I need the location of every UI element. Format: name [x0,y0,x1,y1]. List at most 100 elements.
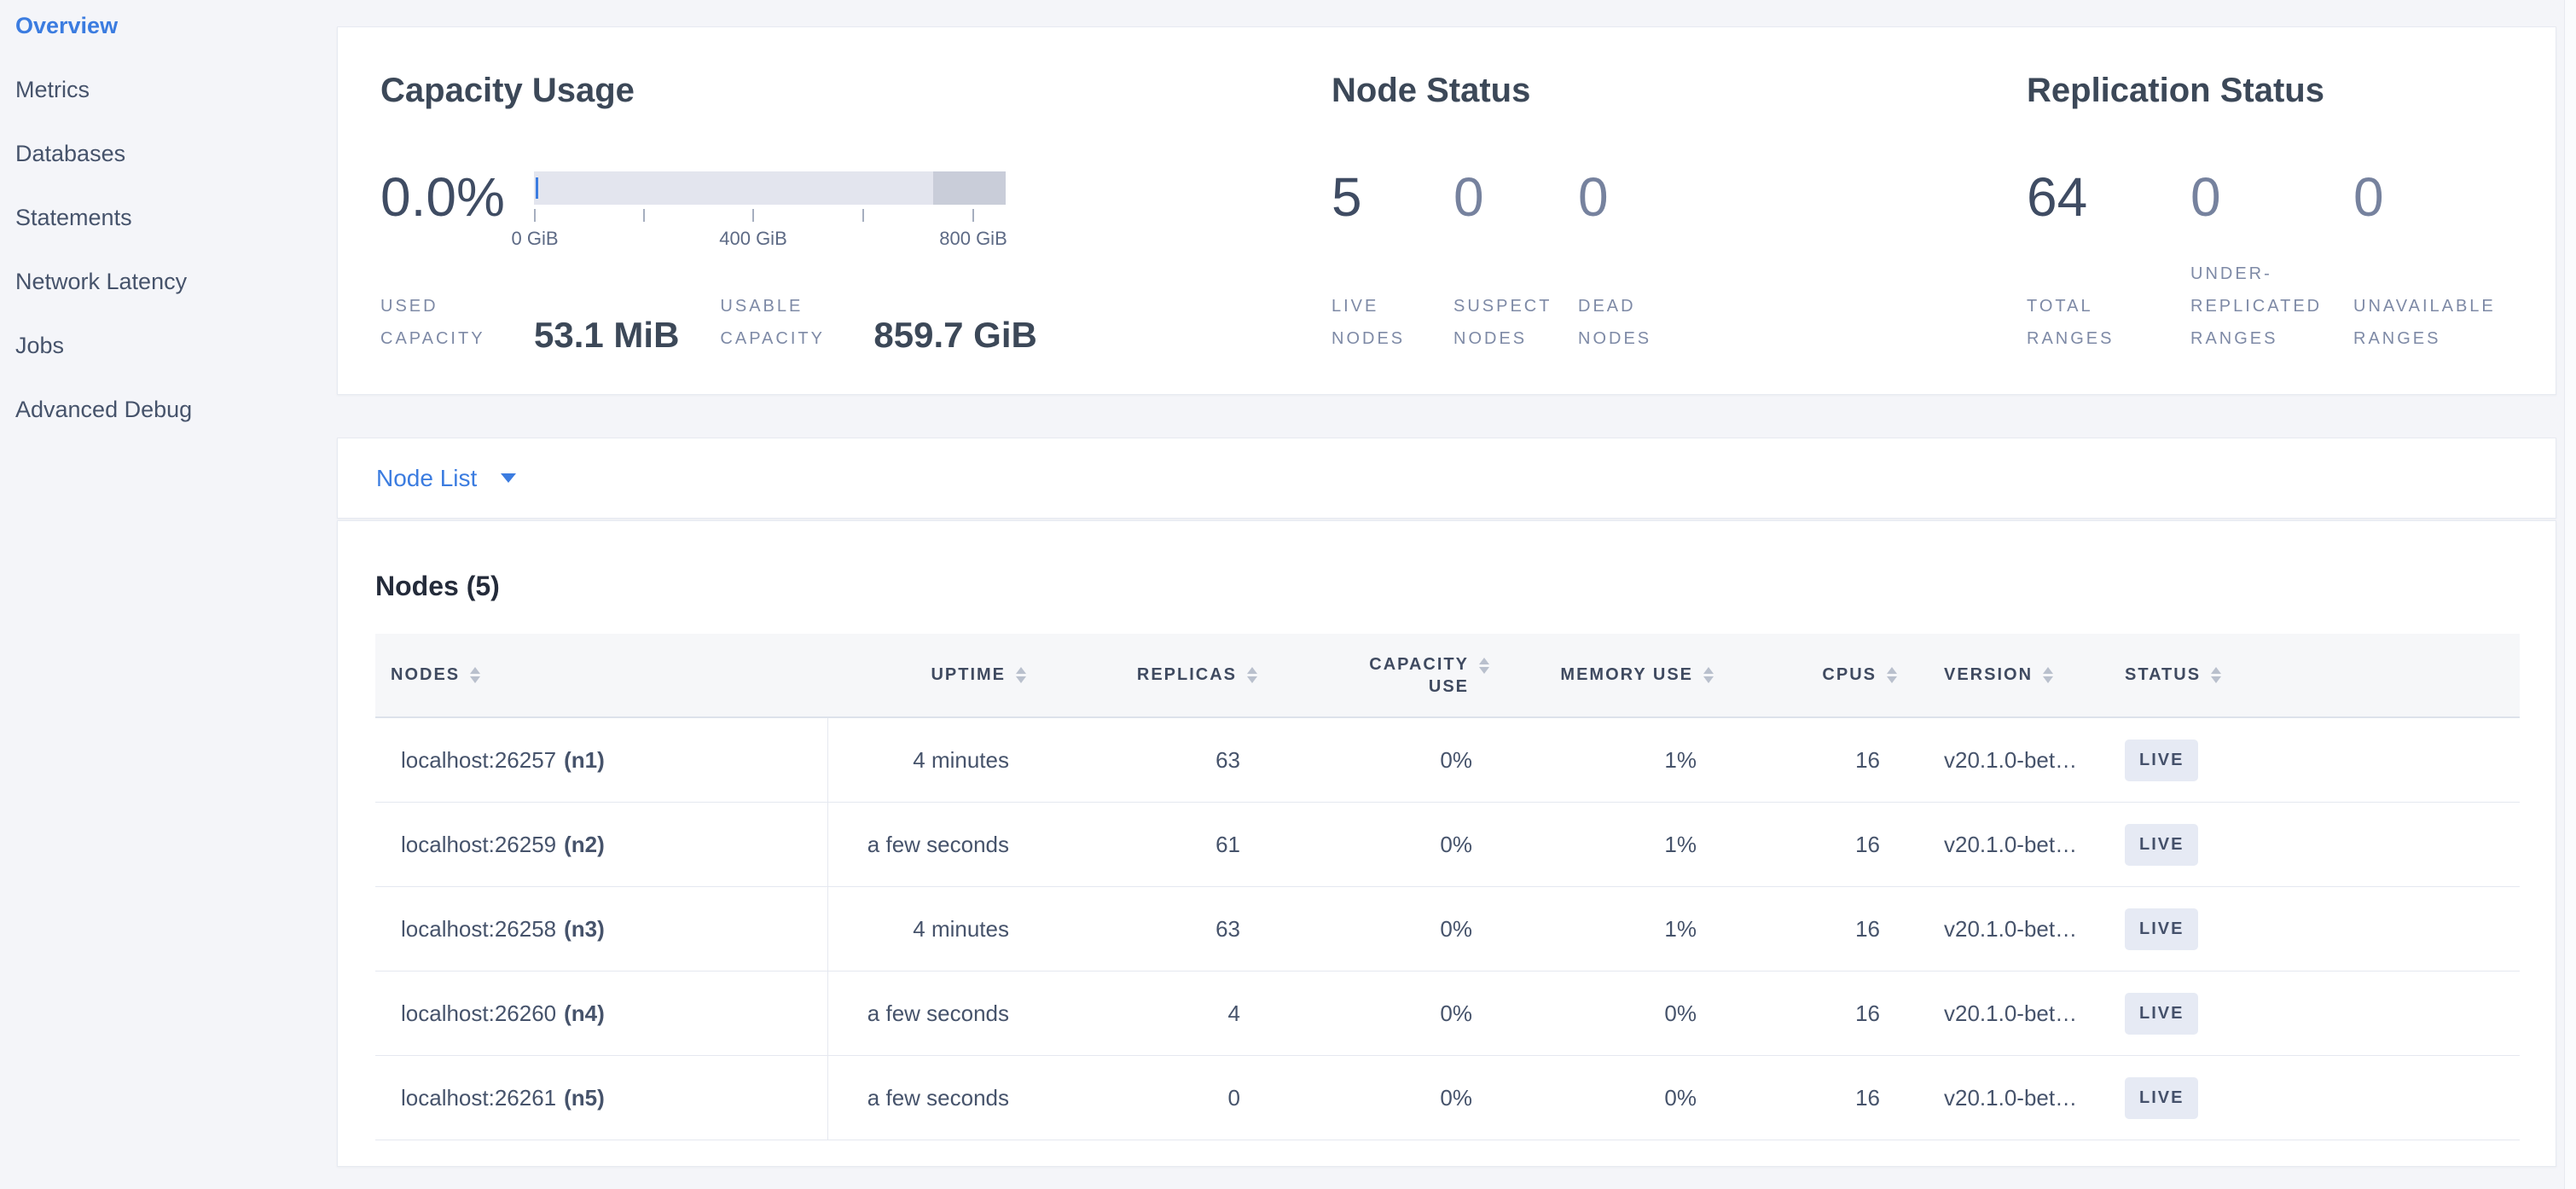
column-header-capacity-use[interactable]: CAPACITY USE [1266,653,1498,698]
sort-icon[interactable] [1703,667,1714,683]
uptime-cell: a few seconds [867,1084,1009,1111]
total-ranges-value: 64 [2027,166,2088,228]
column-label: MEMORY USE [1560,665,1693,684]
status-cell: LIVE [2113,1076,2520,1119]
capacity-use-cell: 0% [1440,746,1472,773]
sort-icon[interactable] [1887,667,1897,683]
axis-tick-label: 400 GiB [719,228,787,249]
node-address-cell[interactable]: localhost:26258 (n3) [375,887,828,971]
sort-icon[interactable] [1479,657,1489,674]
sidebar: Overview Metrics Databases Statements Ne… [0,0,337,461]
table-row: localhost:26257 (n1) 4 minutes 63 0% 1% … [375,718,2520,803]
capacity-usage-section: Capacity Usage 0.0% 0 GiB 400 GiB 800 Gi… [338,27,1332,394]
column-header-status[interactable]: STATUS [2113,665,2520,685]
table-row: localhost:26261 (n5) a few seconds 0 0% … [375,1056,2520,1140]
node-status-section: Node Status 5 0 0 LIVE NODES SUSPECT NOD… [1332,27,2027,394]
node-address-cell[interactable]: localhost:26260 (n4) [375,972,828,1055]
uptime-cell: a few seconds [867,1000,1009,1026]
node-list-dropdown-label[interactable]: Node List [376,464,478,491]
capacity-bar-chart: 0 GiB 400 GiB 800 GiB [511,171,1007,249]
capacity-use-cell: 0% [1440,1000,1472,1026]
replicas-cell: 63 [1215,915,1240,942]
capacity-use-cell: 0% [1440,831,1472,857]
table-row: localhost:26260 (n4) a few seconds 4 0% … [375,972,2520,1056]
sidebar-item-metrics[interactable]: Metrics [15,77,90,102]
replicas-cell: 61 [1215,831,1240,857]
nodes-table-header: NODES UPTIME REPLICAS CAPACITY USE MEMOR… [375,634,2520,718]
capacity-usage-title: Capacity Usage [380,72,635,109]
capacity-use-cell: 0% [1440,915,1472,942]
node-list-dropdown[interactable]: Node List [337,438,2556,519]
node-id: (n1) [564,746,605,773]
memory-use-cell: 1% [1664,915,1697,942]
column-header-nodes[interactable]: NODES [375,665,828,685]
chevron-down-icon[interactable] [501,473,517,483]
cpus-cell: 16 [1855,746,1880,773]
cpus-cell: 16 [1855,831,1880,857]
cpus-cell: 16 [1855,915,1880,942]
node-address-cell[interactable]: localhost:26259 (n2) [375,803,828,886]
used-capacity-value: 53.1 MiB [534,315,680,355]
usable-capacity-label: USABLE CAPACITY [720,297,825,348]
sidebar-item-network-latency[interactable]: Network Latency [15,269,188,294]
status-cell: LIVE [2113,823,2520,866]
suspect-nodes-value: 0 [1453,166,1484,228]
usable-capacity-value: 859.7 GiB [873,315,1037,355]
suspect-nodes-label: SUSPECT NODES [1453,297,1552,348]
column-label: NODES [391,665,461,684]
replicas-cell: 63 [1215,746,1240,773]
nodes-table-card: Nodes (5) NODES UPTIME REPLICAS CAPACITY… [337,520,2556,1167]
status-cell: LIVE [2113,739,2520,781]
version-cell: v20.1.0-bet… [1944,1000,2078,1026]
sort-icon[interactable] [2043,667,2054,683]
column-label: STATUS [2125,665,2202,684]
uptime-cell: 4 minutes [913,915,1009,942]
capacity-stat-row: 0.0% 0 GiB 400 GiB 800 GiB [380,167,1332,249]
used-capacity-label: USED CAPACITY [380,297,485,348]
capacity-stats: USED CAPACITY 53.1 MiB USABLE CAPACITY 8… [380,258,1332,355]
node-address[interactable]: localhost:26258 [401,915,557,942]
axis-tick [534,209,536,222]
table-row: localhost:26259 (n2) a few seconds 61 0%… [375,803,2520,887]
node-address[interactable]: localhost:26260 [401,1000,557,1026]
node-address-cell[interactable]: localhost:26257 (n1) [375,718,828,802]
node-address-cell[interactable]: localhost:26261 (n5) [375,1056,828,1140]
sidebar-item-jobs[interactable]: Jobs [15,333,65,358]
replication-labels: TOTAL RANGES UNDER- REPLICATED RANGES UN… [2027,258,2556,355]
axis-tick [972,209,974,222]
live-nodes-value: 5 [1332,166,1362,228]
node-address[interactable]: localhost:26257 [401,746,557,773]
replication-values: 64 0 0 [2027,167,2556,227]
axis-tick [643,209,645,222]
sort-icon[interactable] [1247,667,1257,683]
dead-nodes-value: 0 [1578,166,1609,228]
status-badge: LIVE [2125,739,2199,781]
column-label: CPUS [1822,665,1877,684]
uptime-cell: 4 minutes [913,746,1009,773]
sidebar-item-overview[interactable]: Overview [15,13,119,38]
cpus-cell: 16 [1855,1000,1880,1026]
column-header-uptime[interactable]: UPTIME [828,665,1035,685]
sort-icon[interactable] [2211,667,2222,683]
axis-tick [862,209,864,222]
version-cell: v20.1.0-bet… [1944,1084,2078,1111]
unavailable-ranges-value: 0 [2353,166,2384,228]
column-header-version[interactable]: VERSION [1906,665,2113,685]
sidebar-item-advanced-debug[interactable]: Advanced Debug [15,397,193,422]
node-id: (n3) [564,915,605,942]
status-badge: LIVE [2125,992,2199,1035]
sort-icon[interactable] [1016,667,1026,683]
memory-use-cell: 0% [1664,1000,1697,1026]
sort-icon[interactable] [470,667,481,683]
sidebar-item-statements[interactable]: Statements [15,205,132,230]
column-header-cpus[interactable]: CPUS [1722,665,1906,685]
node-address[interactable]: localhost:26259 [401,831,557,857]
column-header-replicas[interactable]: REPLICAS [1035,665,1266,685]
column-label: CAPACITY USE [1369,654,1469,696]
node-address[interactable]: localhost:26261 [401,1084,557,1111]
axis-tick-label: 800 GiB [939,228,1007,249]
vertical-scrollbar[interactable] [2564,0,2576,1189]
column-header-memory-use[interactable]: MEMORY USE [1498,665,1722,685]
sidebar-item-databases[interactable]: Databases [15,141,126,166]
cpus-cell: 16 [1855,1084,1880,1111]
